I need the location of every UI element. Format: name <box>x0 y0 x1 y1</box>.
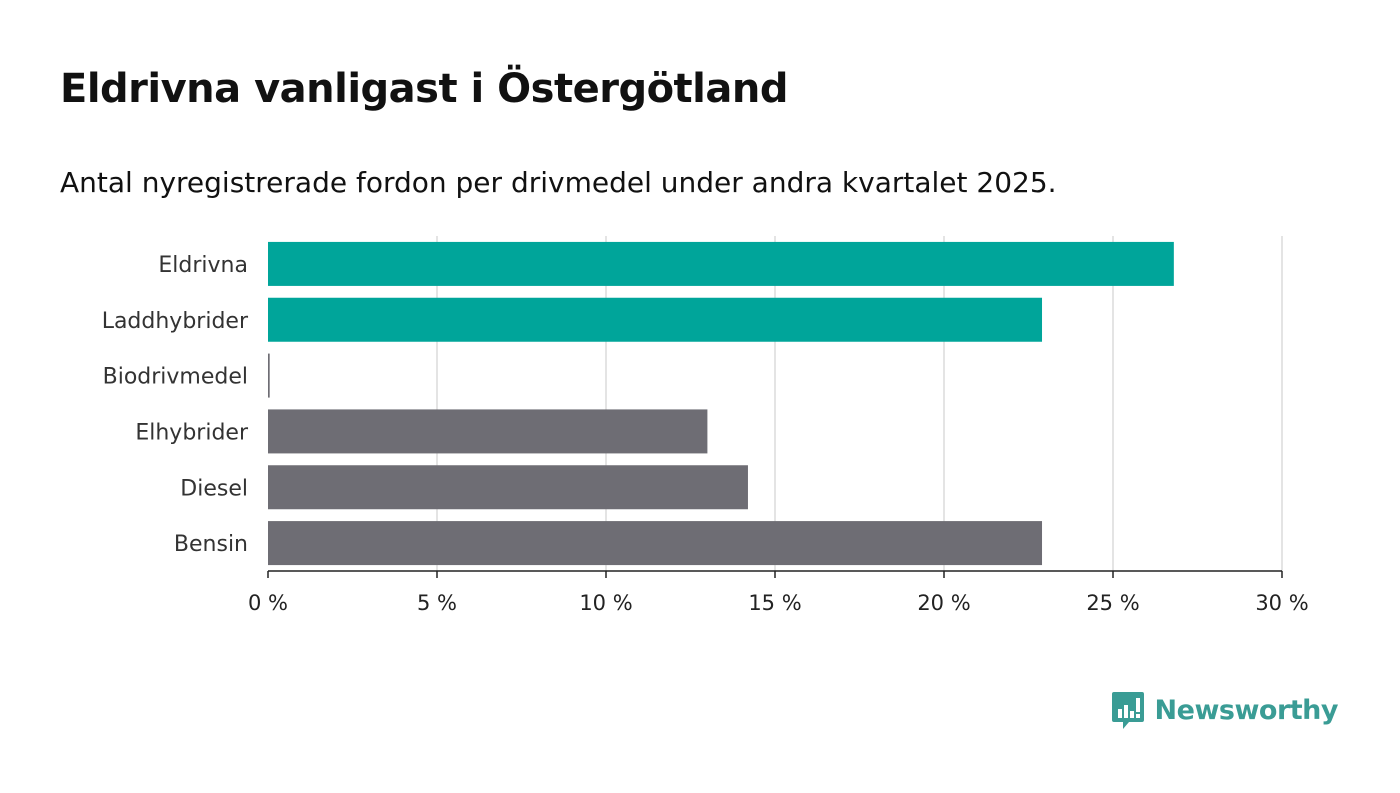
category-label-laddhybrider: Laddhybrider <box>102 309 249 334</box>
category-label-diesel: Diesel <box>180 476 248 501</box>
category-label-elhybrider: Elhybrider <box>135 420 249 445</box>
category-label-eldrivna: Eldrivna <box>158 253 248 278</box>
bar-diesel <box>268 465 748 510</box>
x-tick-label-2: 10 % <box>579 591 632 615</box>
chart-title: Eldrivna vanligast i Östergötland <box>60 66 789 112</box>
category-label-bensin: Bensin <box>174 532 248 557</box>
x-tick-label-0: 0 % <box>248 591 288 615</box>
bar-biodrivmedel <box>268 353 270 398</box>
brand-logo: Newsworthy <box>1111 690 1339 730</box>
brand-name: Newsworthy <box>1154 694 1339 726</box>
x-tick-label-5: 25 % <box>1086 591 1139 615</box>
chart-subtitle: Antal nyregistrerade fordon per drivmede… <box>60 166 1057 199</box>
bar-bensin <box>268 521 1043 566</box>
category-label-biodrivmedel: Biodrivmedel <box>103 365 248 390</box>
x-tick-label-3: 15 % <box>748 591 801 615</box>
x-tick-label-6: 30 % <box>1255 591 1308 615</box>
bar-chart-speech-bubble-icon <box>1111 692 1144 729</box>
x-tick-label-1: 5 % <box>417 591 457 615</box>
bar-eldrivna <box>268 241 1174 286</box>
x-tick-label-4: 20 % <box>917 591 970 615</box>
bar-elhybrider <box>268 409 708 454</box>
bar-laddhybrider <box>268 297 1043 342</box>
